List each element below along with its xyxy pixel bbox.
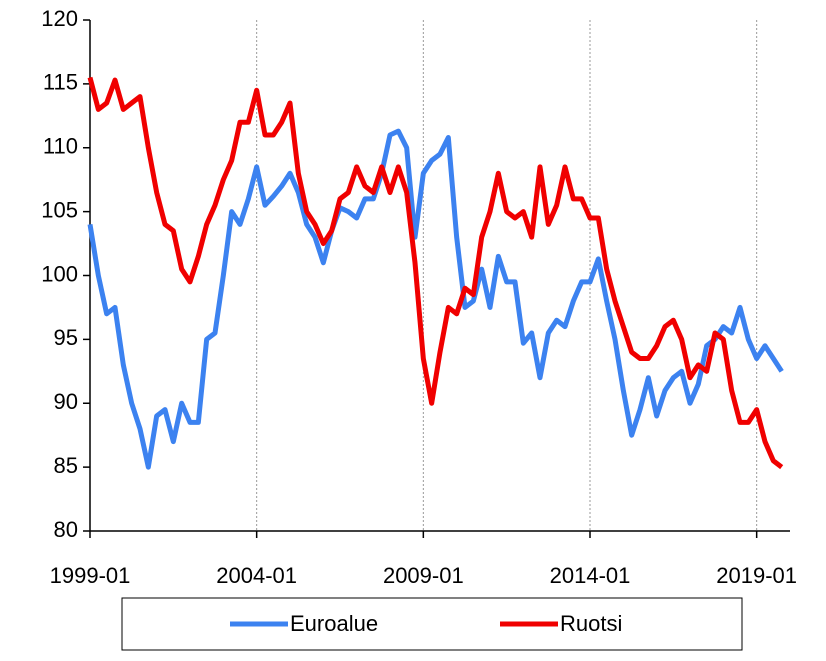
y-tick-label: 85 — [54, 453, 78, 478]
series-line — [87, 128, 784, 470]
legend-label: Ruotsi — [560, 611, 622, 636]
y-tick-label: 80 — [54, 517, 78, 542]
y-tick-label: 105 — [41, 197, 78, 222]
x-tick-label: 2009-01 — [383, 563, 464, 588]
legend-label: Euroalue — [290, 611, 378, 636]
y-tick-label: 110 — [43, 134, 78, 159]
legend-box — [121, 597, 743, 651]
y-tick-label: 115 — [43, 70, 78, 95]
y-tick-label: 100 — [41, 261, 78, 286]
x-tick-label: 2019-01 — [716, 563, 797, 588]
y-tick-label: 95 — [54, 325, 78, 350]
y-tick-label: 120 — [41, 6, 78, 31]
y-tick-label: 90 — [54, 389, 78, 414]
x-tick-label: 2004-01 — [216, 563, 297, 588]
series-line — [87, 76, 784, 470]
x-tick-label: 1999-01 — [50, 563, 131, 588]
x-tick-label: 2014-01 — [550, 563, 631, 588]
